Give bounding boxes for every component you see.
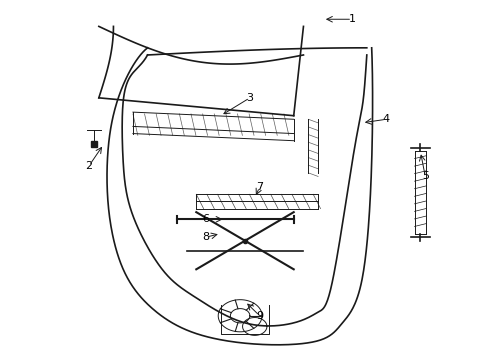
Text: 4: 4: [383, 114, 390, 124]
Text: 1: 1: [349, 14, 356, 24]
Text: 8: 8: [202, 232, 210, 242]
Text: 6: 6: [202, 214, 210, 224]
Text: 2: 2: [86, 161, 93, 171]
Text: 3: 3: [246, 93, 253, 103]
Text: 7: 7: [256, 182, 263, 192]
Text: 5: 5: [422, 171, 429, 181]
Text: 9: 9: [256, 311, 263, 321]
